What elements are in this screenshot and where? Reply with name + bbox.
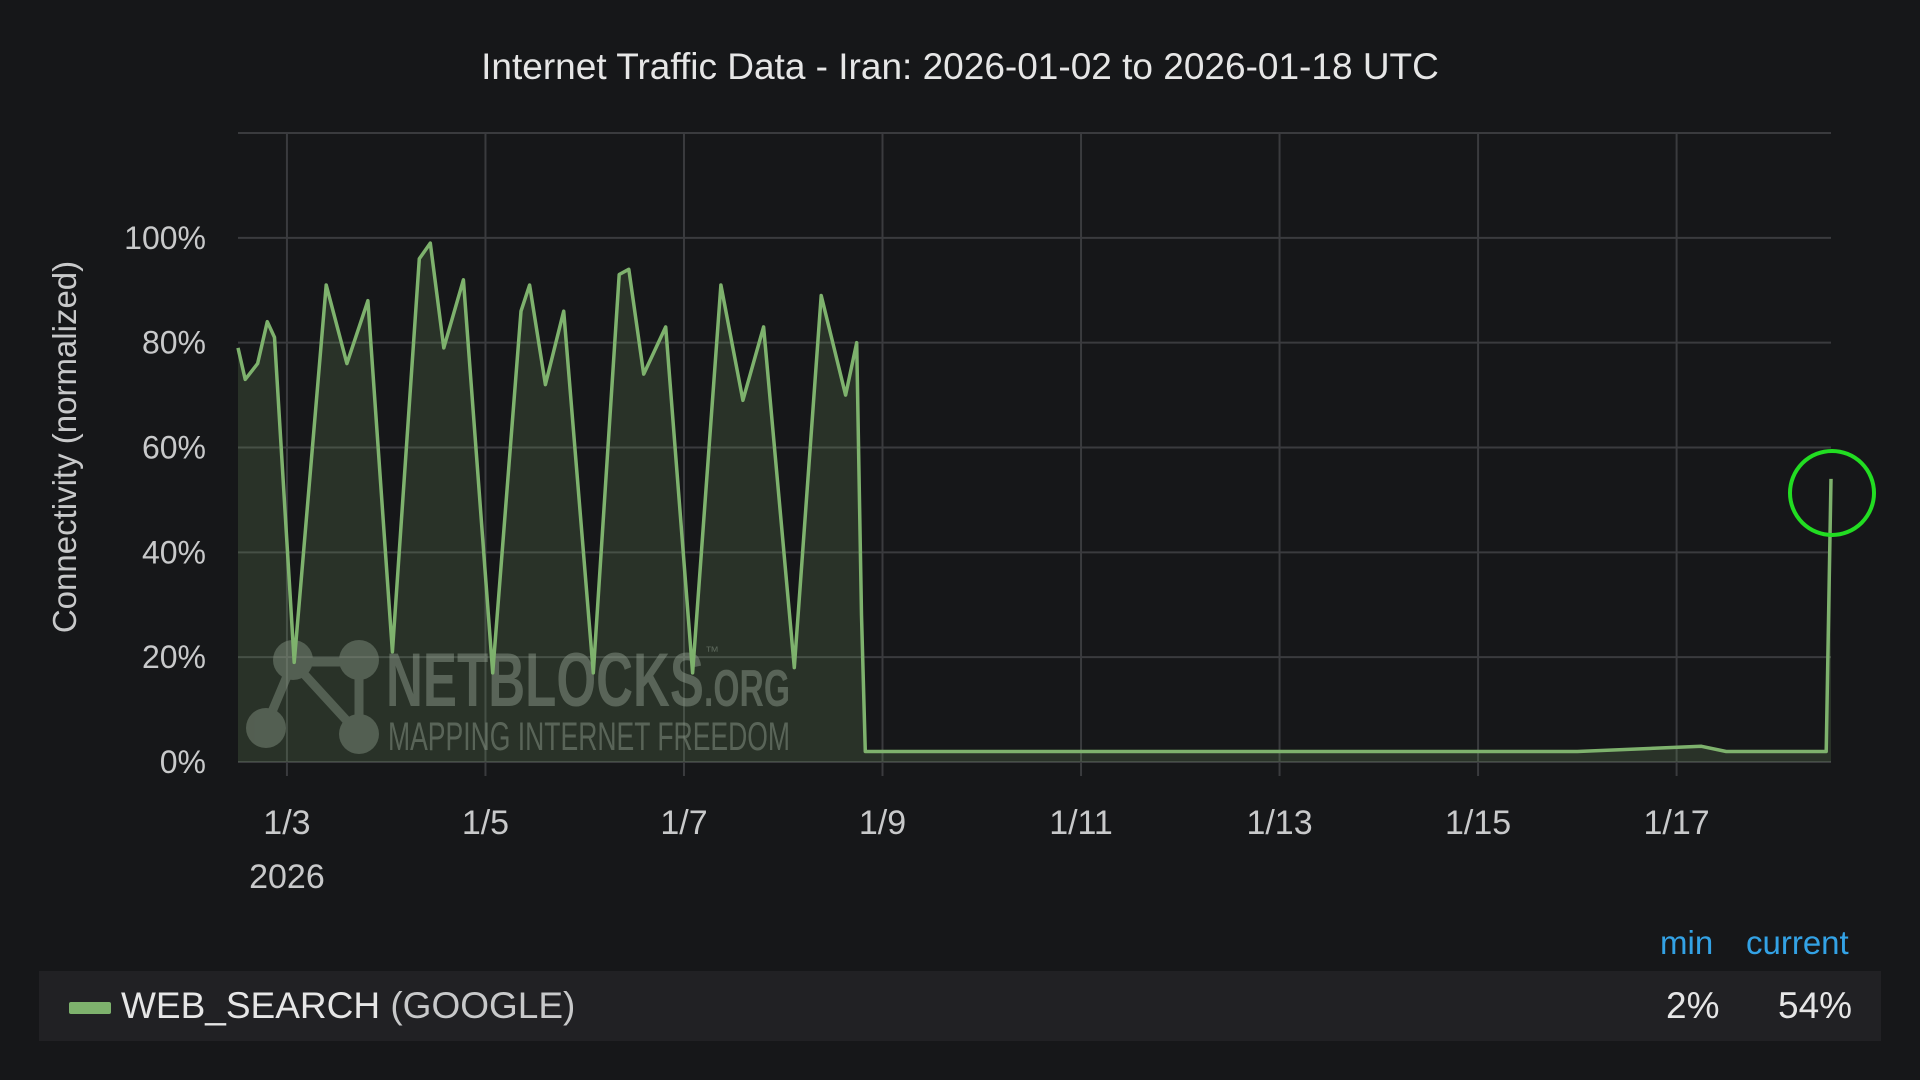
axes: 0% 20% 40% 60% 80% 100% 1/3 1/5 1/7 1/9 1/11 1/13 1/… xyxy=(124,220,1710,896)
watermark-tm: ™ xyxy=(705,643,719,659)
y-tick-label: 20% xyxy=(142,639,206,675)
legend-row[interactable]: WEB_SEARCH (GOOGLE) 2% 54% xyxy=(39,971,1881,1041)
legend-min-header[interactable]: min xyxy=(1660,924,1714,961)
x-tick-label: 1/13 xyxy=(1246,804,1312,842)
watermark-tagline: MAPPING INTERNET FREEDOM xyxy=(388,715,790,759)
y-tick-label: 80% xyxy=(142,325,206,361)
legend-current-header[interactable]: current xyxy=(1746,924,1849,961)
x-tick-label: 1/9 xyxy=(859,804,906,842)
legend-series-source: (GOOGLE) xyxy=(390,985,576,1026)
watermark-brand: NETBLOCKS xyxy=(386,638,704,723)
legend-series-id: WEB_SEARCH xyxy=(121,985,381,1026)
legend-swatch xyxy=(69,1002,111,1014)
x-tick-label: 1/17 xyxy=(1644,804,1710,842)
x-tick-label: 1/3 xyxy=(263,804,310,842)
series-line xyxy=(236,241,1833,754)
y-axis-label: Connectivity (normalized) xyxy=(46,260,83,634)
netblocks-logo-icon xyxy=(246,640,379,754)
watermark-tld: .ORG xyxy=(704,660,790,718)
legend-series-name[interactable]: WEB_SEARCH (GOOGLE) xyxy=(121,985,575,1027)
x-tick-label: 1/11 xyxy=(1049,804,1113,842)
x-tick-label: 1/5 xyxy=(462,804,509,842)
series xyxy=(236,241,1833,763)
legend-min-value: 2% xyxy=(1666,985,1720,1026)
highlight-circle xyxy=(1788,448,1876,537)
x-tick-label: 1/7 xyxy=(660,804,707,842)
x-year-label: 2026 xyxy=(249,858,325,896)
chart-plot: NETBLOCKS .ORG ™ MAPPING INTERNET FREEDO… xyxy=(124,132,1876,896)
legend-current-value: 54% xyxy=(1778,985,1853,1026)
y-tick-label: 0% xyxy=(160,744,206,780)
y-tick-label: 40% xyxy=(142,534,206,570)
y-tick-label: 100% xyxy=(124,220,206,256)
y-tick-label: 60% xyxy=(142,430,206,466)
chart-title: Internet Traffic Data - Iran: 2026-01-02… xyxy=(481,46,1439,87)
x-tick-label: 1/15 xyxy=(1445,804,1511,842)
series-area xyxy=(238,243,1831,763)
netblocks-watermark: NETBLOCKS .ORG ™ MAPPING INTERNET FREEDO… xyxy=(246,638,790,759)
